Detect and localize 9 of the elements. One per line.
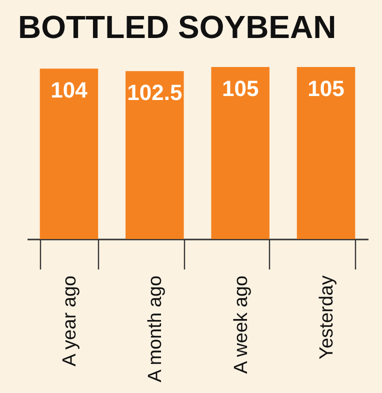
x-tick-label: A month ago	[145, 276, 166, 382]
x-tick-label: A week ago	[230, 276, 252, 374]
data-label: 104	[50, 78, 88, 103]
x-tick-label: Yesterday	[316, 275, 338, 360]
x-tick-label: A year ago	[59, 276, 80, 366]
chart-title: BOTTLED SOYBEAN	[18, 9, 336, 45]
data-label: 102.5	[127, 80, 182, 106]
data-label: 105	[222, 76, 259, 101]
data-label: 105	[308, 76, 344, 101]
